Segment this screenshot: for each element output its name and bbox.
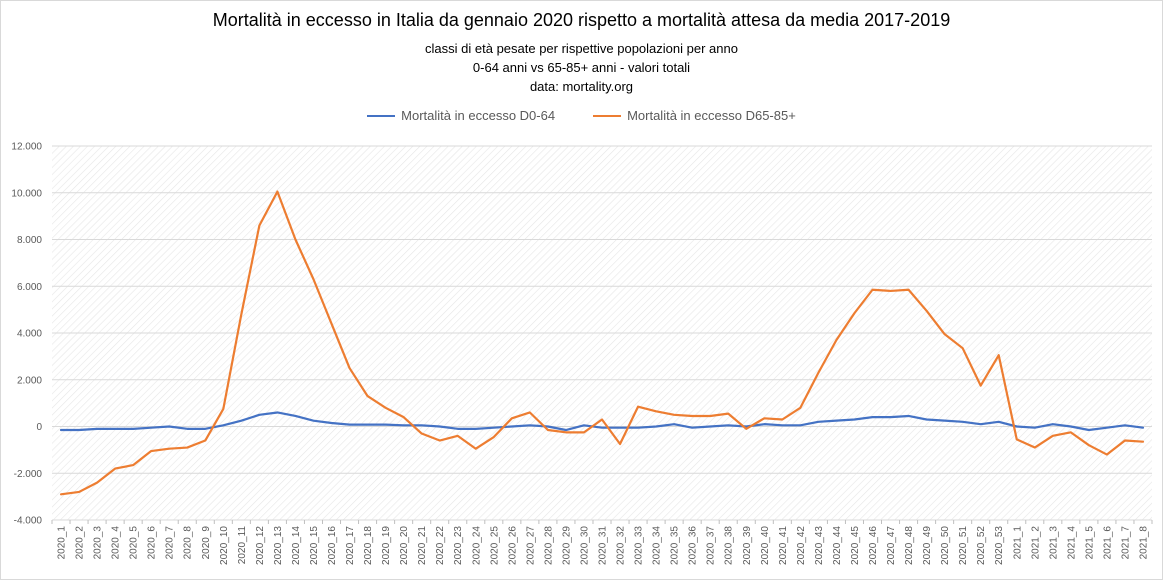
- x-tick-label: 2020_37: [706, 526, 717, 565]
- chart-title: Mortalità in eccesso in Italia da gennai…: [212, 10, 951, 30]
- x-tick-label: 2020_12: [255, 526, 266, 565]
- legend-item-d0-64: Mortalità in eccesso D0-64: [367, 108, 555, 123]
- x-tick-label: 2020_24: [471, 526, 482, 565]
- x-tick-label: 2020_4: [111, 526, 122, 560]
- y-tick-label: 0: [36, 422, 42, 433]
- x-tick-label: 2020_43: [814, 526, 825, 565]
- x-tick-label: 2020_18: [363, 526, 374, 565]
- x-tick-label: 2020_46: [868, 526, 879, 565]
- x-tick-label: 2020_3: [93, 526, 104, 560]
- y-tick-label: -2.000: [14, 469, 43, 480]
- x-tick-label: 2021_4: [1066, 526, 1077, 560]
- x-tick-label: 2020_5: [129, 526, 140, 560]
- x-tick-label: 2020_53: [994, 526, 1005, 565]
- x-tick-label: 2020_50: [940, 526, 951, 565]
- x-tick-label: 2020_48: [904, 526, 915, 565]
- x-tick-label: 2020_19: [381, 526, 392, 565]
- x-tick-label: 2020_47: [886, 526, 897, 565]
- x-tick-label: 2021_2: [1030, 526, 1041, 560]
- y-tick-label: 8.000: [17, 235, 42, 246]
- series-line-d65-85: [59, 190, 1145, 496]
- x-tick-label: 2020_36: [688, 526, 699, 565]
- x-tick-label: 2021_3: [1048, 526, 1059, 560]
- x-tick-label: 2020_27: [525, 526, 536, 565]
- chart-subtitle-3: data: mortality.org: [529, 79, 634, 94]
- x-tick-label: 2021_8: [1138, 526, 1149, 560]
- x-tick-label: 2020_45: [850, 526, 861, 565]
- y-tick-label: 12.000: [11, 142, 42, 153]
- x-tick-label: 2020_26: [507, 526, 518, 565]
- x-tick-label: 2020_29: [561, 526, 572, 565]
- x-tick-label: 2020_6: [147, 526, 158, 560]
- x-tick-label: 2020_41: [778, 526, 789, 565]
- x-tick-label: 2021_6: [1102, 526, 1113, 560]
- x-tick-label: 2020_30: [579, 526, 590, 565]
- legend-swatch-d0-64: [367, 114, 396, 117]
- chart-subtitle-2: 0-64 anni vs 65-85+ anni - valori totali: [472, 60, 691, 75]
- x-tick-label: 2020_23: [453, 526, 464, 565]
- x-tick-label: 2020_20: [399, 526, 410, 565]
- x-tick-label: 2020_51: [958, 526, 969, 565]
- x-tick-label: 2020_28: [543, 526, 554, 565]
- x-tick-label: 2020_32: [616, 526, 627, 565]
- x-tick-label: 2020_40: [760, 526, 771, 565]
- x-tick-label: 2021_7: [1120, 526, 1131, 560]
- x-tick-label: 2020_52: [976, 526, 987, 565]
- x-tick-label: 2020_49: [922, 526, 933, 565]
- x-tick-label: 2020_8: [183, 526, 194, 560]
- chart-subtitle-1: classi di età pesate per rispettive popo…: [425, 41, 738, 56]
- y-tick-label: 4.000: [17, 329, 42, 340]
- x-tick-label: 2020_21: [417, 526, 428, 565]
- x-tick-label: 2020_17: [345, 526, 356, 565]
- legend-label-d65-85: Mortalità in eccesso D65-85+: [627, 108, 796, 123]
- legend-label-d0-64: Mortalità in eccesso D0-64: [401, 108, 556, 123]
- x-tick-label: 2020_7: [165, 526, 176, 560]
- x-tick-label: 2020_35: [670, 526, 681, 565]
- x-tick-label: 2020_10: [219, 526, 230, 565]
- x-tick-label: 2020_9: [201, 526, 212, 560]
- y-tick-label: 10.000: [11, 188, 42, 199]
- x-tick-label: 2020_34: [652, 526, 663, 565]
- x-tick-label: 2020_22: [435, 526, 446, 565]
- x-tick-label: 2021_5: [1084, 526, 1095, 560]
- legend-swatch-d65-85: [593, 114, 622, 117]
- x-tick-label: 2020_42: [796, 526, 807, 565]
- x-tick-label: 2020_33: [634, 526, 645, 565]
- series-line-d0-64: [59, 411, 1145, 432]
- legend: Mortalità in eccesso D0-64 Mortalità in …: [0, 108, 1163, 123]
- x-tick-label: 2020_11: [237, 526, 248, 565]
- legend-item-d65-85: Mortalità in eccesso D65-85+: [593, 108, 796, 123]
- x-tick-label: 2020_1: [57, 526, 68, 560]
- y-tick-label: -4.000: [14, 516, 43, 527]
- x-tick-label: 2020_25: [489, 526, 500, 565]
- x-tick-label: 2020_2: [75, 526, 86, 560]
- x-tick-label: 2020_39: [742, 526, 753, 565]
- x-tick-label: 2020_14: [291, 526, 302, 565]
- x-tick-label: 2020_16: [327, 526, 338, 565]
- x-tick-label: 2020_13: [273, 526, 284, 565]
- x-tick-label: 2020_15: [309, 526, 320, 565]
- x-tick-label: 2020_31: [598, 526, 609, 565]
- y-tick-label: 2.000: [17, 375, 42, 386]
- x-tick-label: 2020_38: [724, 526, 735, 565]
- y-tick-label: 6.000: [17, 282, 42, 293]
- x-tick-label: 2021_1: [1012, 526, 1023, 560]
- x-tick-label: 2020_44: [832, 526, 843, 565]
